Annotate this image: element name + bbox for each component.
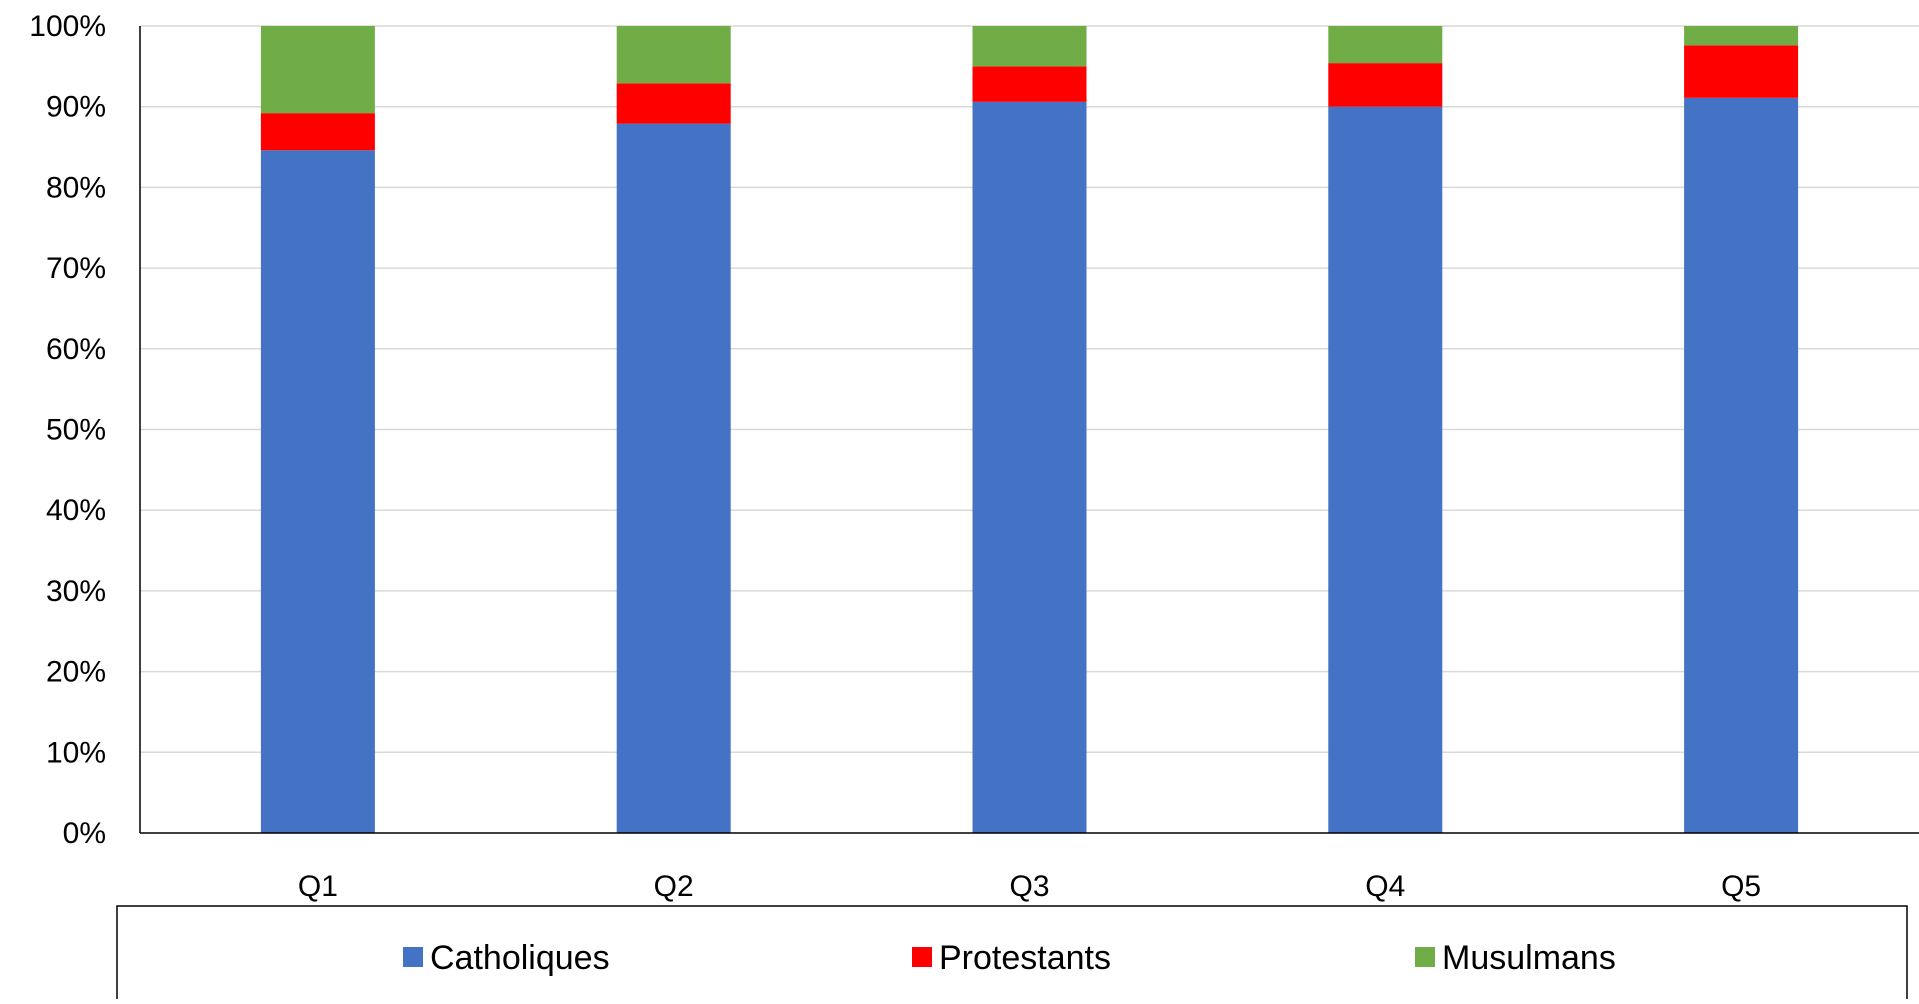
legend-label: Protestants bbox=[939, 939, 1111, 977]
bar-segment bbox=[1328, 63, 1443, 107]
bar-segment bbox=[972, 26, 1087, 67]
x-tick-label: Q1 bbox=[298, 870, 338, 903]
y-tick-label: 40% bbox=[46, 494, 106, 527]
legend-swatch bbox=[403, 947, 423, 967]
y-tick-label: 50% bbox=[46, 414, 106, 447]
legend-swatch bbox=[1415, 947, 1435, 967]
y-tick-label: 20% bbox=[46, 656, 106, 689]
x-tick-label: Q4 bbox=[1365, 870, 1405, 903]
bar-segment bbox=[616, 83, 731, 124]
y-tick-label: 80% bbox=[46, 171, 106, 204]
y-tick-label: 0% bbox=[63, 817, 106, 850]
y-tick-label: 10% bbox=[46, 736, 106, 769]
bar-segment bbox=[972, 101, 1087, 833]
bar-segment bbox=[616, 26, 731, 84]
y-tick-label: 100% bbox=[29, 10, 106, 43]
legend-label: Catholiques bbox=[430, 939, 610, 977]
y-tick-label: 90% bbox=[46, 91, 106, 124]
x-tick-label: Q3 bbox=[1009, 870, 1049, 903]
bar-segment bbox=[260, 113, 375, 151]
bar-segment bbox=[260, 150, 375, 833]
bar-segment bbox=[260, 26, 375, 114]
bar-segment bbox=[1684, 97, 1799, 833]
x-tick-label: Q2 bbox=[654, 870, 694, 903]
bar-segment bbox=[1328, 106, 1443, 833]
y-axis-ticks: 0% 10% 20% 30% 40% 50% 60% 70% 80% 90% 100% bbox=[29, 10, 106, 850]
bar-segment bbox=[1328, 26, 1443, 64]
axes bbox=[139, 26, 1919, 834]
legend-box bbox=[116, 905, 1908, 1004]
bar-segment bbox=[972, 66, 1087, 102]
legend-label: Musulmans bbox=[1442, 939, 1616, 977]
y-tick-label: 60% bbox=[46, 333, 106, 366]
bar-segment bbox=[1684, 45, 1799, 98]
x-axis-ticks: Q1 Q2 Q3 Q4 Q5 bbox=[298, 870, 1761, 903]
y-tick-label: 70% bbox=[46, 252, 106, 285]
bar-segment bbox=[616, 123, 731, 834]
legend-swatch bbox=[912, 947, 932, 967]
x-tick-label: Q5 bbox=[1721, 870, 1761, 903]
y-tick-label: 30% bbox=[46, 575, 106, 608]
legend: Catholiques Protestants Musulmans bbox=[116, 905, 1908, 1004]
bars bbox=[260, 26, 1799, 834]
bar-segment bbox=[1684, 26, 1799, 46]
